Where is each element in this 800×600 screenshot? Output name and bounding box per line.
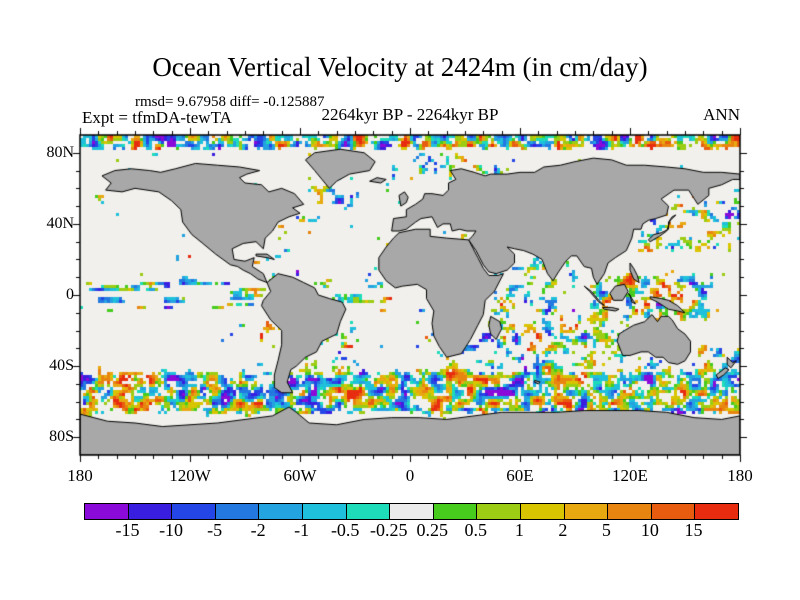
colorbar-tick-label: 15 — [684, 520, 703, 540]
lon-tick-label: 60W — [283, 466, 317, 485]
colorbar-tick-label: 2 — [558, 520, 568, 540]
lat-tick-label: 40N — [46, 214, 74, 232]
colorbar — [84, 503, 739, 520]
colorbar-segment — [171, 504, 215, 519]
lon-tick-label: 60E — [506, 466, 534, 485]
chart-title: Ocean Vertical Velocity at 2424m (in cm/… — [152, 52, 648, 82]
period-label: 2264kyr BP - 2264kyr BP — [321, 105, 499, 124]
lon-tick-label: 180 — [67, 466, 93, 485]
lat-tick-label: 40S — [49, 357, 74, 375]
colorbar-segment — [301, 504, 346, 519]
colorbar-segment — [563, 504, 608, 519]
colorbar-segment — [258, 504, 302, 519]
world-map-canvas — [70, 123, 750, 469]
season-label: ANN — [703, 105, 740, 124]
lon-tick-label: 180 — [727, 466, 753, 485]
colorbar-tick-label: -0.5 — [330, 520, 360, 540]
colorbar-segment — [432, 504, 477, 519]
colorbar-tick-label: 1 — [514, 520, 524, 540]
colorbar-segment — [85, 504, 128, 519]
colorbar-segment — [345, 504, 390, 519]
colorbar-segment — [694, 504, 738, 519]
colorbar-segment — [127, 504, 172, 519]
colorbar-segment — [519, 504, 564, 519]
colorbar-segment — [389, 504, 433, 519]
colorbar-tick-label: 5 — [601, 520, 611, 540]
colorbar-segment — [476, 504, 520, 519]
colorbar-tick-label: 0.5 — [464, 520, 488, 540]
colorbar-tick-label: -2 — [250, 520, 266, 540]
lat-tick-label: 80N — [46, 143, 74, 161]
lon-tick-label: 0 — [405, 466, 415, 485]
lat-tick-label: 80S — [49, 428, 74, 446]
colorbar-tick-label: -5 — [207, 520, 223, 540]
colorbar-tick-label: -0.25 — [369, 520, 408, 540]
colorbar-tick-label: -15 — [115, 520, 140, 540]
colorbar-tick-label: 10 — [640, 520, 659, 540]
colorbar-segment — [214, 504, 259, 519]
colorbar-tick-label: 0.25 — [416, 520, 449, 540]
colorbar-segment — [607, 504, 651, 519]
colorbar-segment — [650, 504, 695, 519]
lon-tick-label: 120E — [612, 466, 648, 485]
lat-tick-label: 0 — [66, 286, 74, 303]
stats-line: rmsd= 9.67958 diff= -0.125887 — [135, 94, 325, 110]
colorbar-tick-label: -10 — [159, 520, 184, 540]
lon-tick-label: 120W — [169, 466, 211, 485]
experiment-label: Expt = tfmDA-tewTA — [82, 108, 232, 127]
colorbar-tick-label: -1 — [294, 520, 310, 540]
